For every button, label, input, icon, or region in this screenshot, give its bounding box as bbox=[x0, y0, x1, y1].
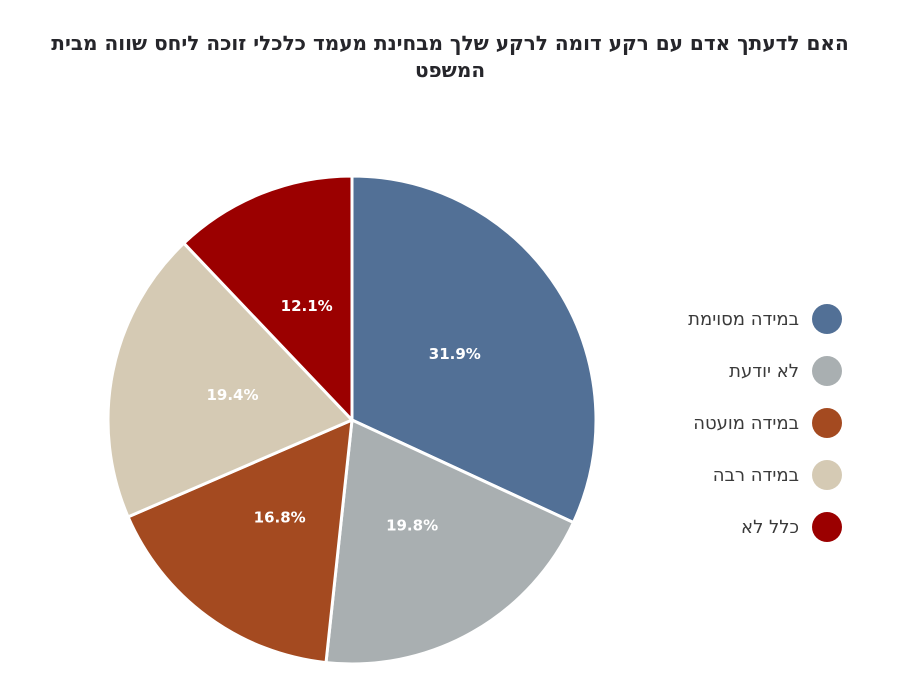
legend-item: כלל לא bbox=[688, 512, 842, 542]
pie-slice-label: 31.9% bbox=[429, 345, 481, 363]
legend-label: במידה מועטה bbox=[693, 412, 799, 434]
pie-slice-label: 12.1% bbox=[281, 297, 333, 315]
pie-slice bbox=[126, 418, 354, 665]
pie-chart: 31.9% 19.8% 16.8% 19.4% 12.1% bbox=[106, 174, 598, 666]
pie-slice bbox=[106, 241, 354, 519]
pie-slice-label: 19.8% bbox=[386, 517, 438, 535]
pie-chart-container: 31.9% 19.8% 16.8% 19.4% 12.1% bbox=[102, 170, 602, 670]
chart-title: האם לדעתך אדם עם רקע דומה לרקע שלך מבחינ… bbox=[51, 31, 849, 82]
pie-slice-label: 16.8% bbox=[254, 509, 306, 527]
legend-swatch bbox=[812, 460, 842, 490]
legend-item: לא יודעת bbox=[688, 356, 842, 386]
legend-swatch bbox=[812, 356, 842, 386]
legend-item: במידה רבה bbox=[688, 460, 842, 490]
legend-label: כלל לא bbox=[741, 516, 799, 538]
pie-slice bbox=[324, 418, 575, 666]
legend-swatch bbox=[812, 408, 842, 438]
legend-label: לא יודעת bbox=[729, 360, 799, 382]
legend-item: במידה מסוימת bbox=[688, 304, 842, 334]
legend-swatch bbox=[812, 512, 842, 542]
legend-item: במידה מועטה bbox=[688, 408, 842, 438]
legend-swatch bbox=[812, 304, 842, 334]
pie-slice-label: 19.4% bbox=[206, 386, 258, 404]
legend: במידה מסוימת לא יודעת במידה מועטה במידה … bbox=[688, 304, 842, 542]
legend-label: במידה מסוימת bbox=[688, 308, 799, 330]
pie-slice bbox=[350, 174, 598, 524]
pie-slice bbox=[182, 174, 354, 422]
legend-label: במידה רבה bbox=[712, 464, 799, 486]
